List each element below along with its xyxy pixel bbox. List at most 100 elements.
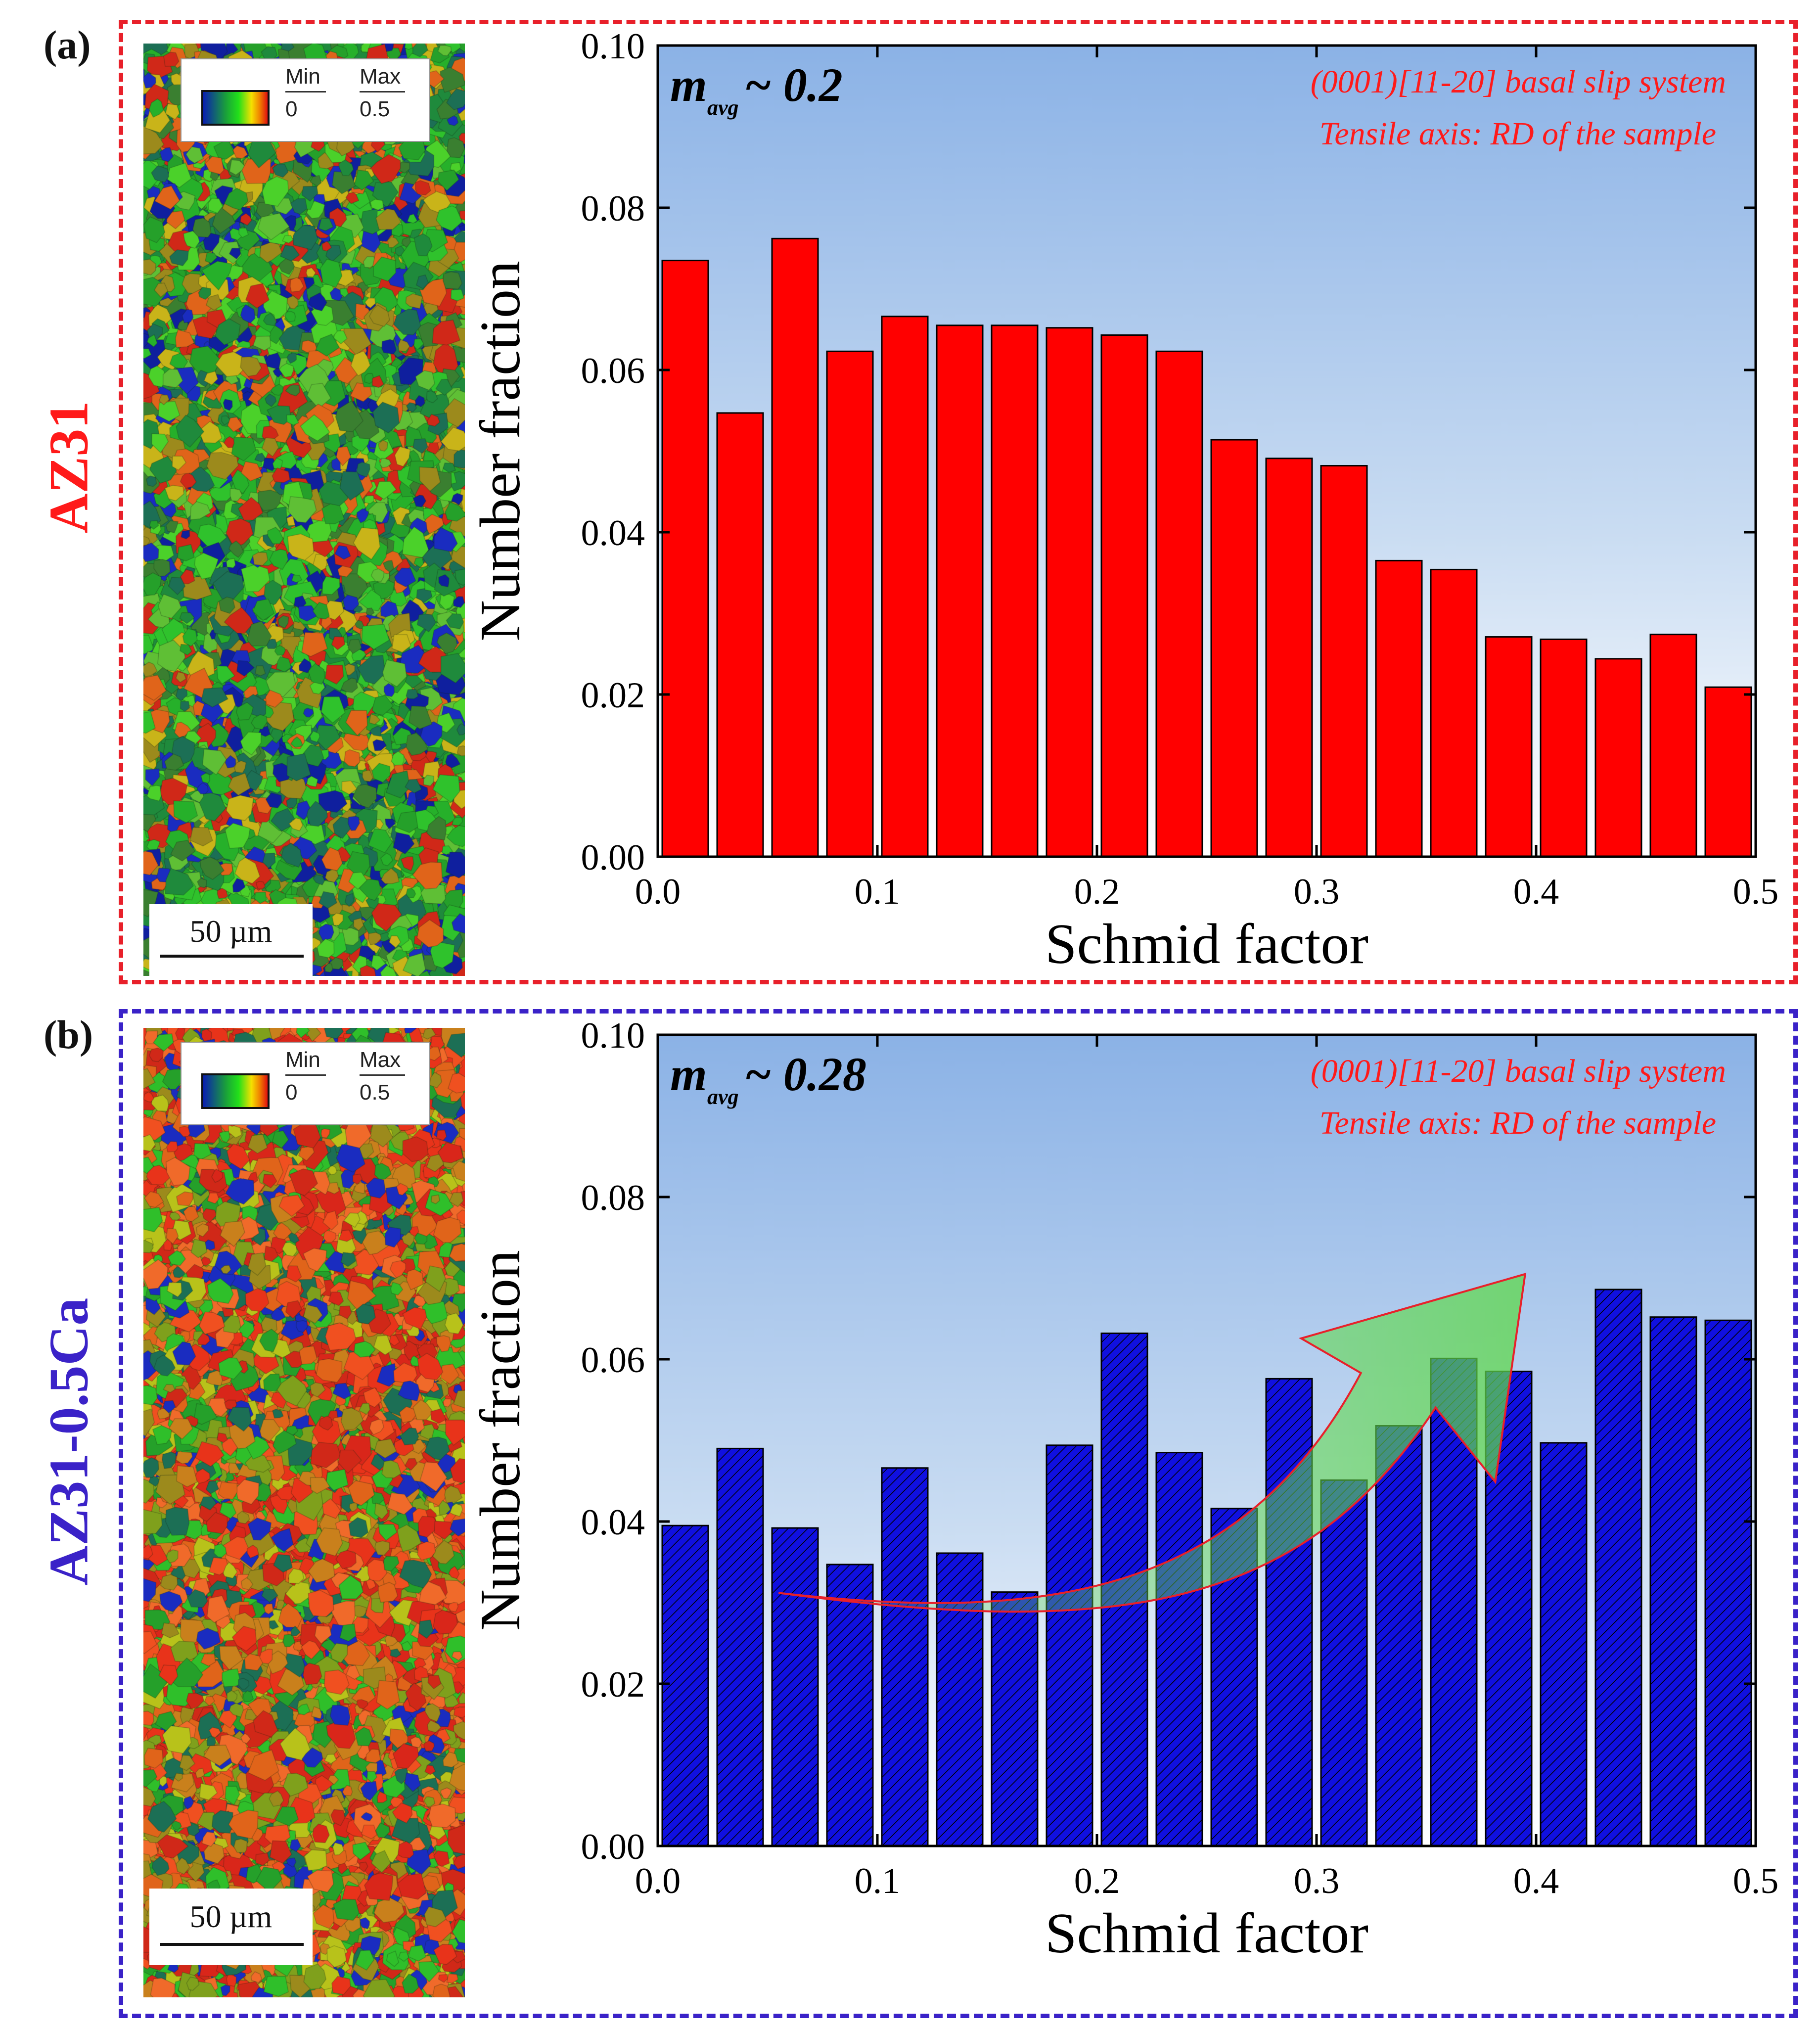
colorbar-gradient xyxy=(201,1073,270,1109)
legend-max-label: Max xyxy=(360,1048,401,1072)
x-tick-label: 0.3 xyxy=(1294,872,1340,912)
x-tick-label: 0.5 xyxy=(1733,1861,1779,1901)
x-axis-label: Schmid factor xyxy=(1045,913,1368,976)
x-tick-label: 0.0 xyxy=(635,872,681,912)
y-tick-label: 0.08 xyxy=(581,1178,645,1218)
panel-b-color-legend: Min 0 Max 0.5 xyxy=(181,1042,430,1125)
bar-12 xyxy=(1320,1479,1368,1847)
y-tick-label: 0.00 xyxy=(581,1827,645,1867)
legend-max-value: 0.5 xyxy=(360,1080,390,1105)
y-axis-label: Number fraction xyxy=(469,1250,532,1631)
plot-frame xyxy=(656,44,1757,858)
y-tick-label: 0.06 xyxy=(581,351,645,391)
bar-6 xyxy=(991,1591,1039,1847)
legend-min-label: Min xyxy=(285,64,320,89)
plot-background xyxy=(658,46,1756,857)
bar-7 xyxy=(1046,327,1093,858)
m-avg-symbol: m xyxy=(670,1048,707,1101)
y-tick-label: 0.10 xyxy=(581,26,645,67)
m-avg-subscript: avg xyxy=(707,95,739,120)
m-avg-value: ~ 0.2 xyxy=(744,58,843,111)
bar-18 xyxy=(1649,1316,1697,1847)
scale-bar-line xyxy=(160,1943,304,1946)
trend-arrow xyxy=(778,1273,1527,1613)
bar-13 xyxy=(1375,1425,1423,1847)
bar-13 xyxy=(1375,559,1423,858)
x-tick-label: 0.1 xyxy=(855,872,901,912)
x-axis-label: Schmid factor xyxy=(1045,1902,1368,1965)
legend-min-rule xyxy=(285,91,326,92)
x-tick-label: 0.0 xyxy=(635,1861,681,1901)
y-tick-label: 0.00 xyxy=(581,837,645,878)
scale-bar-line xyxy=(160,955,304,958)
x-tick-label: 0.3 xyxy=(1294,1861,1340,1901)
bar-2 xyxy=(771,237,819,858)
tensile-axis-note: Tensile axis: RD of the sample xyxy=(1320,116,1716,152)
bar-4 xyxy=(881,316,929,858)
panel-b-ebsd-image xyxy=(143,1028,465,1997)
legend-min-value: 0 xyxy=(285,1080,298,1105)
bar-15 xyxy=(1485,1371,1533,1847)
slip-system-note: (0001)[11-20] basal slip system xyxy=(1311,64,1726,100)
x-tick-label: 0.1 xyxy=(855,1861,901,1901)
legend-max-rule xyxy=(360,91,405,92)
panel-a-sample-label: AZ31 xyxy=(38,401,100,534)
bar-3 xyxy=(826,1564,874,1847)
legend-min-rule xyxy=(285,1074,326,1076)
scale-bar-label: 50 µm xyxy=(189,1899,273,1934)
panel-a-color-legend: Min 0 Max 0.5 xyxy=(181,58,430,142)
x-tick-label: 0.4 xyxy=(1513,1861,1559,1901)
y-tick-label: 0.08 xyxy=(581,188,645,229)
bar-10 xyxy=(1210,439,1258,858)
bar-9 xyxy=(1155,1452,1203,1847)
bar-0 xyxy=(661,260,709,858)
bar-14 xyxy=(1430,568,1478,858)
bar-17 xyxy=(1594,658,1642,858)
panel-a-frame xyxy=(119,20,1798,984)
legend-min-value: 0 xyxy=(285,97,298,121)
y-tick-label: 0.04 xyxy=(581,513,645,553)
tensile-axis-note: Tensile axis: RD of the sample xyxy=(1320,1105,1716,1141)
m-avg-subscript: avg xyxy=(707,1085,739,1109)
bar-7 xyxy=(1046,1444,1093,1847)
bar-5 xyxy=(936,324,984,858)
bar-11 xyxy=(1265,1378,1313,1847)
bar-3 xyxy=(826,350,874,858)
bar-12 xyxy=(1320,465,1368,858)
bar-5 xyxy=(936,1552,984,1847)
plot-background xyxy=(658,1035,1756,1846)
bar-19 xyxy=(1704,686,1752,858)
bar-0 xyxy=(661,1524,709,1847)
legend-max-label: Max xyxy=(360,64,401,89)
plot-frame xyxy=(656,1033,1757,1847)
x-tick-label: 0.2 xyxy=(1074,872,1120,912)
panel-a-chart: 0.00 0.02 0.04 0.06 0.08 0.10 0.0 0.1 0.2 0.3 0.4 0… xyxy=(469,26,1779,976)
bar-16 xyxy=(1540,638,1588,858)
m-avg-value: ~ 0.28 xyxy=(744,1048,866,1101)
panel-a-letter: (a) xyxy=(44,22,91,67)
x-tick-label: 0.2 xyxy=(1074,1861,1120,1901)
m-avg-symbol: m xyxy=(670,58,707,111)
panel-a-schmid-map: Min 0 Max 0.5 50 µm xyxy=(143,44,465,976)
colorbar-gradient xyxy=(201,90,270,126)
legend-min-label: Min xyxy=(285,1048,320,1072)
bar-19 xyxy=(1704,1319,1752,1847)
scale-bar-label: 50 µm xyxy=(189,914,273,949)
bar-1 xyxy=(716,412,764,858)
bar-11 xyxy=(1265,458,1313,858)
bar-8 xyxy=(1100,334,1148,858)
panel-b-frame xyxy=(119,1009,1798,2018)
bar-18 xyxy=(1649,634,1697,858)
panel-b-scale-bar: 50 µm xyxy=(149,1889,313,1965)
panel-b-letter: (b) xyxy=(44,1012,93,1057)
x-tick-label: 0.5 xyxy=(1733,872,1779,912)
bar-9 xyxy=(1155,350,1203,858)
y-tick-label: 0.06 xyxy=(581,1340,645,1381)
y-axis-label: Number fraction xyxy=(469,261,532,642)
legend-max-value: 0.5 xyxy=(360,97,390,121)
bar-4 xyxy=(881,1467,929,1847)
panel-b-schmid-map: Min 0 Max 0.5 50 µm xyxy=(143,1028,465,1997)
panel-b-chart: 0.00 0.02 0.04 0.06 0.08 0.10 0.0 0.1 0.2 0.3 0.4 0… xyxy=(469,1015,1779,1965)
y-tick-label: 0.02 xyxy=(581,1664,645,1705)
y-tick-label: 0.02 xyxy=(581,675,645,716)
